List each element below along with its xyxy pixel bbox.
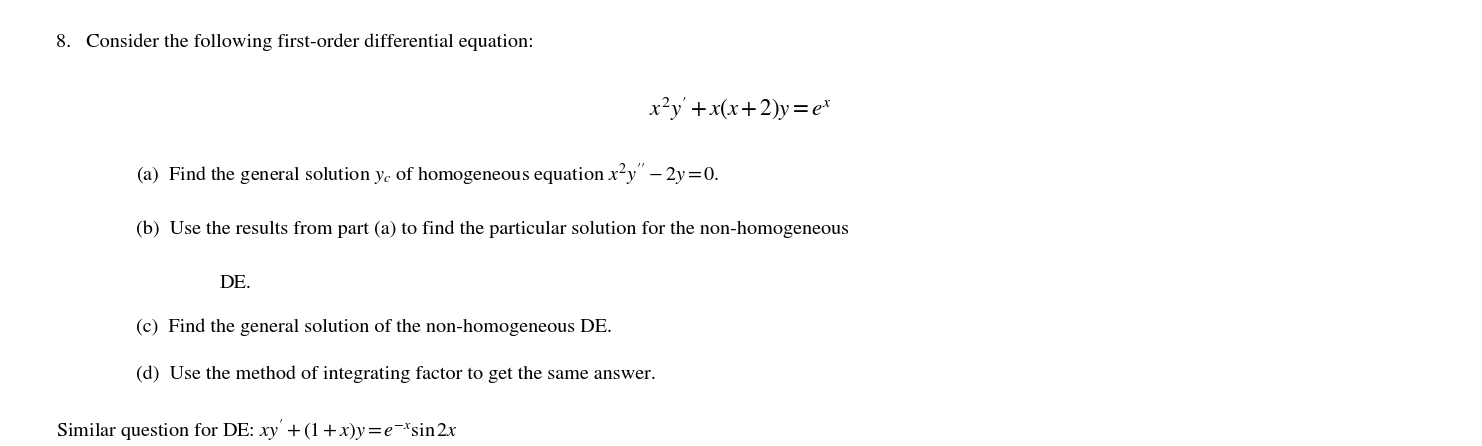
Text: (a)  Find the general solution $y_c$ of homogeneous equation $x^2y'' - 2y = 0$.: (a) Find the general solution $y_c$ of h… <box>136 161 720 187</box>
Text: (d)  Use the method of integrating factor to get the same answer.: (d) Use the method of integrating factor… <box>136 365 657 383</box>
Text: Similar question for DE: $xy' + (1 + x)y = e^{-x}\sin 2x$: Similar question for DE: $xy' + (1 + x)y… <box>56 418 458 444</box>
Text: (c)  Find the general solution of the non-homogeneous DE.: (c) Find the general solution of the non… <box>136 318 612 336</box>
Text: (b)  Use the results from part (a) to find the particular solution for the non-h: (b) Use the results from part (a) to fin… <box>136 220 849 238</box>
Text: $x^2y' + x(x + 2)y = e^x$: $x^2y' + x(x + 2)y = e^x$ <box>649 95 833 123</box>
Text: DE.: DE. <box>219 275 252 292</box>
Text: 8.   Consider the following first-order differential equation:: 8. Consider the following first-order di… <box>56 33 534 51</box>
